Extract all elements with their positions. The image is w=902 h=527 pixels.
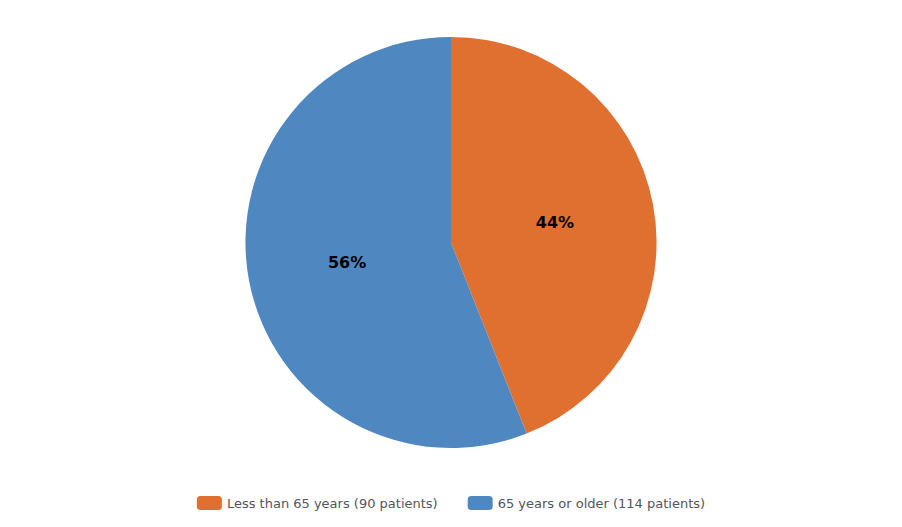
svg-text:Less than 65 years (90 patient: Less than 65 years (90 patients) <box>227 496 438 511</box>
svg-text:44%: 44% <box>536 213 574 232</box>
svg-text:56%: 56% <box>328 253 366 272</box>
svg-text:65 years or older (114 patient: 65 years or older (114 patients) <box>498 496 705 511</box>
